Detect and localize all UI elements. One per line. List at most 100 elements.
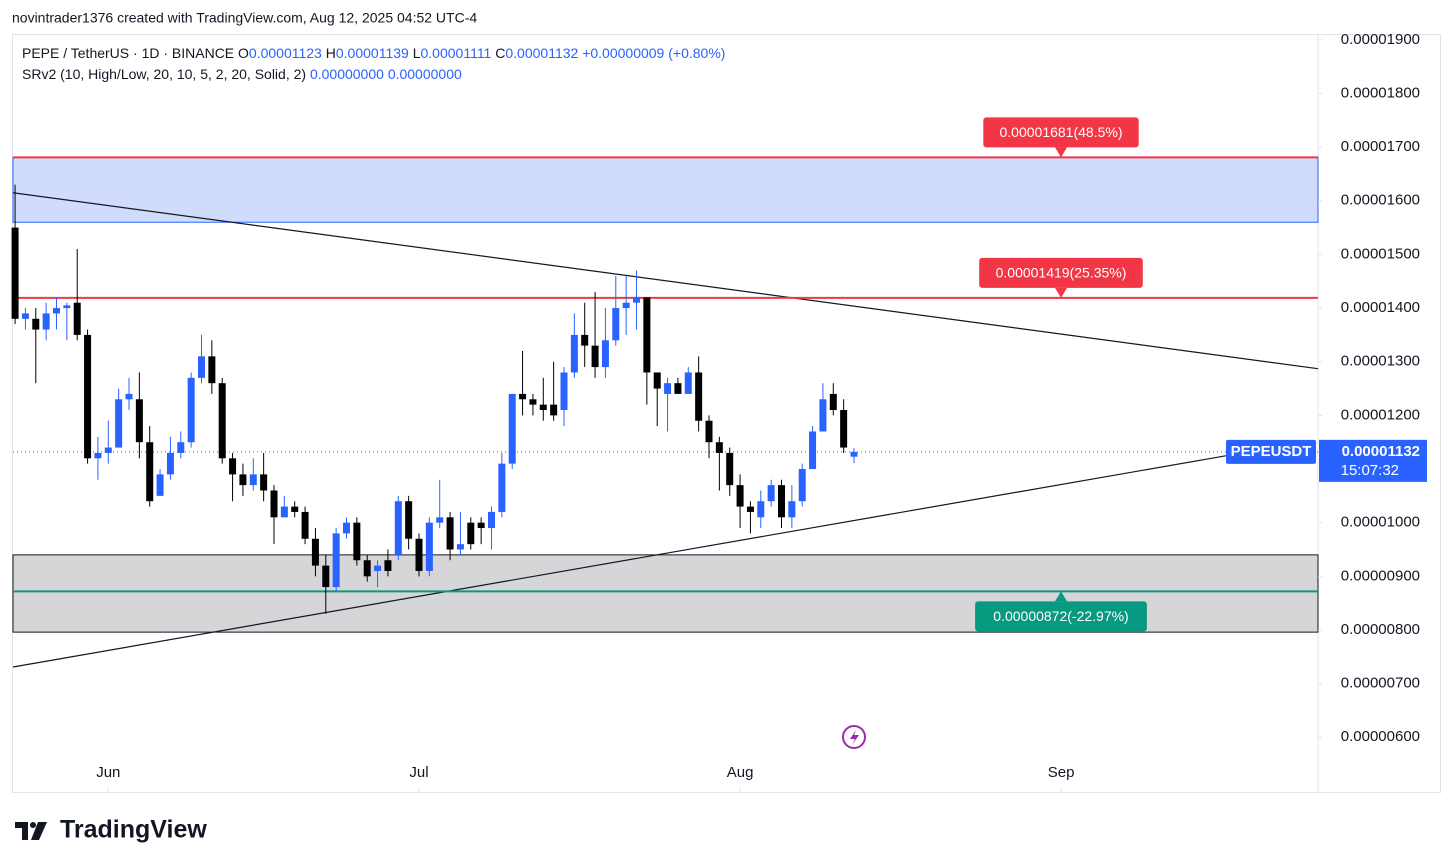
candle-body: [53, 308, 60, 314]
level-label: 0.00001681(48.5%): [1000, 124, 1123, 140]
candle-body: [633, 297, 640, 303]
ohlc-key: C: [495, 45, 505, 61]
change: +0.00000009 (+0.80%): [582, 45, 725, 61]
flash-bolt: [850, 730, 859, 745]
y-tick-label: 0.00001900: [1341, 31, 1420, 48]
indicator-value: 0.00000000: [388, 66, 462, 82]
y-tick-label: 0.00000600: [1341, 728, 1420, 745]
candle-body: [591, 345, 599, 368]
candle-body: [415, 538, 423, 571]
candle-body: [384, 560, 392, 571]
candle-body: [446, 517, 454, 550]
candle-body: [798, 469, 806, 502]
countdown: 15:07:32: [1341, 462, 1399, 479]
price-label: 0.00001132: [1342, 443, 1420, 460]
y-tick-label: 0.00000800: [1341, 621, 1420, 638]
candle-body: [529, 399, 537, 405]
candle-body: [477, 522, 485, 529]
level-label: 0.00001419(25.35%): [996, 265, 1127, 281]
candle-body: [405, 501, 413, 539]
candle-body: [311, 538, 319, 566]
x-tick-label: Sep: [1048, 764, 1075, 781]
y-tick-label: 0.00001300: [1341, 353, 1420, 370]
candle-body: [125, 393, 133, 400]
candle-body: [653, 372, 661, 389]
candle-body: [570, 334, 578, 373]
candle-body: [301, 511, 309, 539]
candle-body: [21, 313, 29, 319]
candle-body: [332, 533, 340, 588]
flash-icon[interactable]: [842, 725, 866, 749]
candle-body: [809, 431, 817, 470]
candle-body: [353, 522, 361, 561]
candle-body: [767, 485, 775, 502]
y-tick-label: 0.00001500: [1341, 245, 1420, 262]
candle-body: [601, 340, 609, 368]
candle-body: [850, 451, 858, 457]
candle-body: [280, 506, 288, 518]
candle-body: [746, 506, 754, 512]
candle-body: [42, 313, 50, 330]
candle-body: [726, 452, 734, 486]
price-badge: [1319, 439, 1427, 482]
level-pointer: [1055, 591, 1067, 602]
y-tick-label: 0.00001600: [1341, 192, 1420, 209]
candle-body: [622, 302, 630, 309]
y-tick-label: 0.00001700: [1341, 138, 1420, 155]
candle-body: [32, 318, 40, 330]
symbol-badge: [1226, 439, 1316, 464]
candle-body: [374, 565, 382, 571]
candle-body: [63, 305, 71, 309]
candle-body: [394, 501, 402, 555]
ohlc-key: L: [413, 45, 421, 61]
credit: novintrader1376 created with TradingView…: [12, 10, 477, 26]
legend-line: PEPE / TetherUS · 1D · BINANCE O0.000011…: [22, 45, 725, 61]
candle-body: [560, 372, 568, 411]
candle-body: [757, 501, 765, 518]
candle-body: [104, 447, 112, 453]
x-tick-label: Jul: [409, 764, 428, 781]
y-tick-label: 0.00001000: [1341, 514, 1420, 531]
candle-body: [736, 485, 744, 507]
candle-body: [249, 474, 257, 486]
candle-body: [166, 452, 174, 475]
ohlc-key: H: [326, 45, 336, 61]
candle-body: [436, 517, 444, 523]
candle-body: [198, 356, 205, 378]
trendline: [12, 192, 1319, 370]
x-tick-label: Aug: [727, 764, 754, 781]
candle-body: [363, 560, 371, 577]
chart-frame: [12, 34, 1441, 793]
ohlc-value: 0.00001132: [505, 45, 578, 61]
logo-text: TradingView: [60, 816, 207, 844]
candle-body: [508, 393, 516, 464]
level-badge: [979, 257, 1143, 288]
ohlc-value: 0.00001139: [336, 45, 409, 61]
y-tick-label: 0.00000900: [1341, 567, 1420, 584]
indicator-value: 0.00000000: [310, 66, 384, 82]
candle-body: [218, 383, 226, 459]
y-tick-label: 0.00001400: [1341, 299, 1420, 316]
candle-body: [488, 511, 495, 529]
y-tick-label: 0.00000700: [1341, 675, 1420, 692]
x-tick-label: Jun: [96, 764, 120, 781]
candle-body: [612, 308, 620, 341]
ohlc-value: 0.00001123: [249, 45, 322, 61]
candle-body: [84, 334, 92, 459]
ohlc-value: 0.00001111: [421, 45, 492, 61]
candle-body: [829, 393, 837, 411]
candle-body: [291, 506, 299, 512]
level-pointer: [1055, 287, 1067, 298]
level-label: 0.00000872(-22.97%): [993, 608, 1128, 624]
y-tick-label: 0.00001800: [1341, 84, 1420, 101]
candle-body: [239, 474, 247, 486]
candle-body: [819, 399, 827, 432]
candle-body: [187, 377, 195, 443]
candle-body: [840, 410, 848, 448]
indicator-line: SRv2 (10, High/Low, 20, 10, 5, 2, 20, So…: [22, 66, 462, 82]
candle-body: [788, 501, 796, 518]
candle-body: [343, 522, 350, 534]
indicator: SRv2 (10, High/Low, 20, 10, 5, 2, 20, So…: [22, 66, 306, 82]
